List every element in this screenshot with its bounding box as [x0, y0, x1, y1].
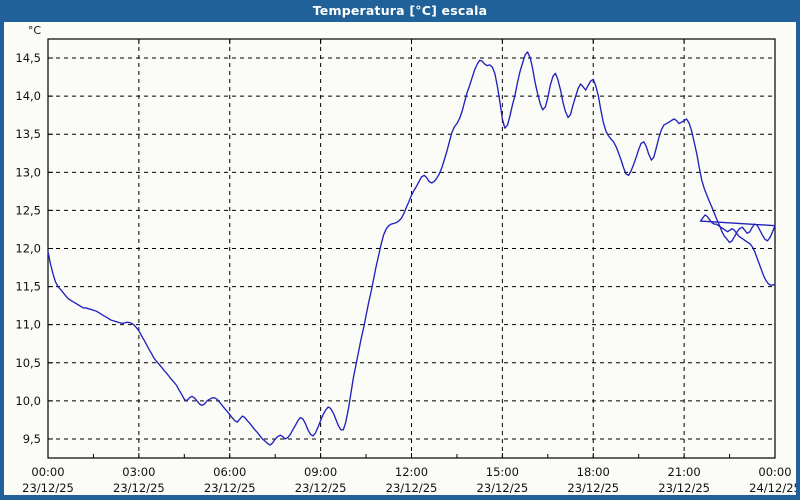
x-axis-date-label: 23/12/25: [204, 481, 256, 495]
grid-lines: [48, 39, 775, 458]
y-axis-tick-label: 12,0: [15, 242, 41, 256]
y-axis-tick-label: 10,0: [15, 394, 41, 408]
plot-area-container: 9,5 10,0 10,5 11,0 11,5 12,0 12,5 13,0 13,5 14,0 1…: [4, 22, 796, 495]
x-axis-time-label: 12:00: [395, 465, 428, 479]
window-title-bar: Temperatura [°C] escala: [4, 0, 796, 22]
x-axis-time-label: 21:00: [668, 465, 701, 479]
y-axis-tick-label: 10,5: [15, 356, 41, 370]
y-axis-unit-label: °C: [28, 24, 42, 37]
x-axis-time-label: 18:00: [577, 465, 610, 479]
x-axis-date-label: 23/12/25: [567, 481, 619, 495]
x-axis-date-label: 23/12/25: [113, 481, 165, 495]
x-axis-time-label: 09:00: [304, 465, 337, 479]
x-axis-date-label: 23/12/25: [22, 481, 74, 495]
x-axis-date-label: 23/12/25: [295, 481, 347, 495]
x-axis-date-label: 23/12/25: [477, 481, 529, 495]
x-axis-labels: 00:00 23/12/25 03:00 23/12/25 06:00 23/12/25 0…: [22, 465, 800, 495]
y-axis-tick-label: 14,0: [15, 89, 41, 103]
plot-frame: [47, 38, 776, 459]
x-axis-time-label: 06:00: [213, 465, 246, 479]
y-axis-tick-label: 12,5: [15, 203, 41, 217]
x-axis-time-label: 00:00: [758, 465, 791, 479]
x-axis-date-label: 23/12/25: [658, 481, 710, 495]
y-axis-tick-label: 13,5: [15, 127, 41, 141]
x-axis-time-label: 15:00: [486, 465, 519, 479]
y-axis-tick-label: 9,5: [23, 432, 41, 446]
temperature-series-line: [47, 51, 776, 446]
y-axis-tick-label: 14,5: [15, 51, 41, 65]
x-axis-time-label: 03:00: [122, 465, 155, 479]
x-axis-time-label: 00:00: [31, 465, 64, 479]
y-axis-labels: 9,5 10,0 10,5 11,0 11,5 12,0 12,5 13,0 13,5 14,0 1…: [15, 51, 41, 446]
x-axis-date-label: 23/12/25: [386, 481, 438, 495]
y-axis-tick-label: 11,0: [15, 318, 41, 332]
page-title: Temperatura [°C] escala: [312, 3, 488, 18]
y-axis-tick-label: 13,0: [15, 165, 41, 179]
x-axis-date-label: 24/12/25: [749, 481, 800, 495]
y-axis-tick-label: 11,5: [15, 280, 41, 294]
